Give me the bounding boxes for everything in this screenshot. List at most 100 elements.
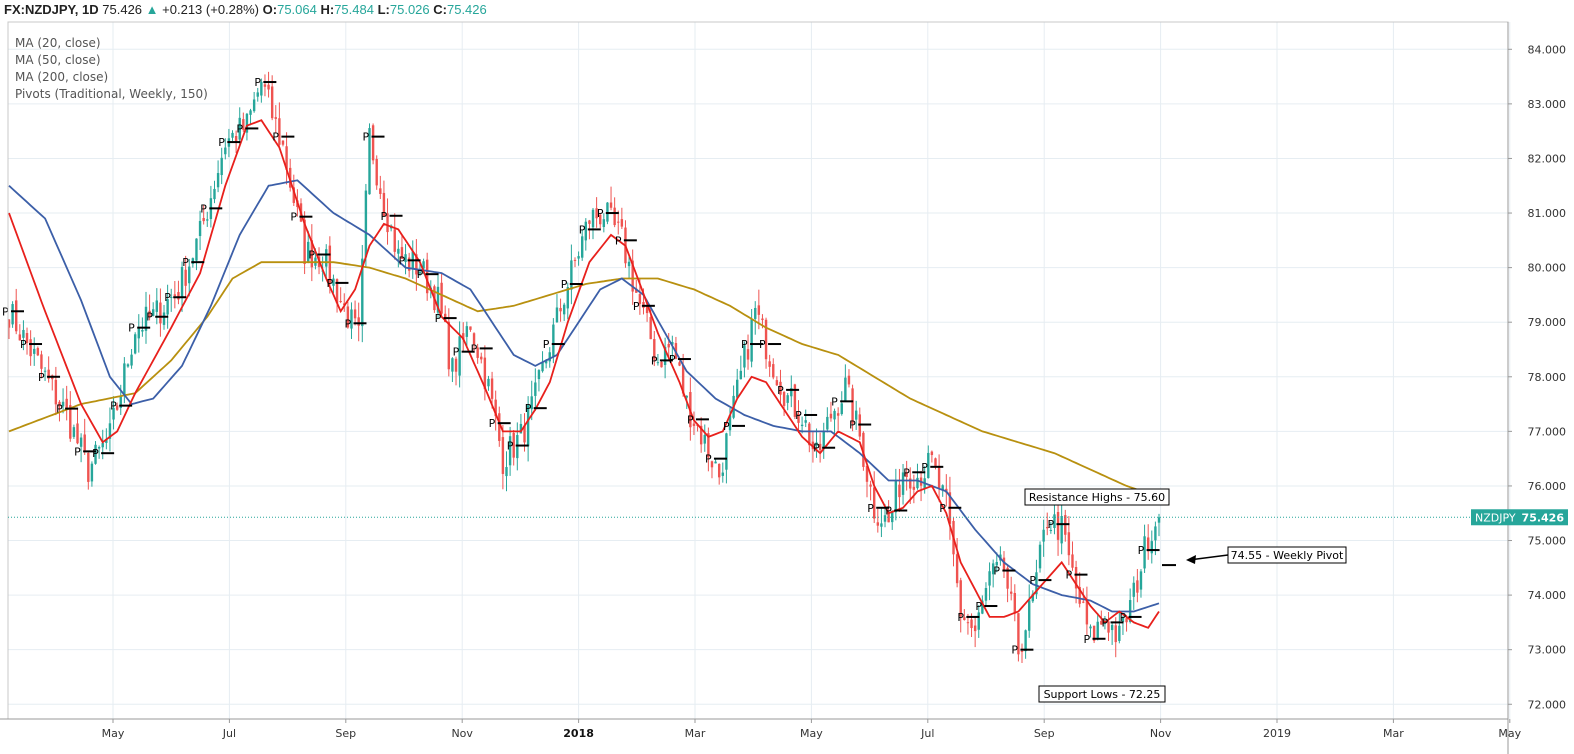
candle-body (1143, 536, 1146, 569)
candle-body (263, 84, 267, 87)
candle-body (793, 384, 797, 417)
candle-body (346, 306, 350, 328)
candle-body (804, 420, 807, 423)
candle-body (815, 442, 818, 446)
candle-body (220, 157, 223, 176)
candle-body (1154, 526, 1157, 541)
candle-body (1067, 532, 1071, 556)
candle-body (29, 339, 32, 357)
candle-body (173, 294, 177, 296)
candle-body (480, 356, 483, 360)
candle-body (599, 214, 602, 225)
candle-body (1121, 617, 1125, 622)
candle-body (566, 287, 569, 309)
candle-body (916, 477, 919, 489)
x-tick-label: Jul (222, 727, 236, 740)
candle-body (617, 221, 620, 223)
pivot-label: P (2, 305, 9, 318)
candle-body (519, 423, 523, 434)
pivot-label: P (885, 505, 892, 518)
candle-body (7, 319, 11, 328)
candle-body (397, 248, 400, 254)
pivot-label: P (128, 322, 135, 335)
pivot-label: P (903, 466, 910, 479)
candle-body (591, 209, 595, 228)
candle-body (988, 571, 991, 586)
chart-grid (8, 22, 1511, 719)
candle-body (865, 465, 869, 482)
candle-body (1024, 630, 1027, 652)
y-tick-label: 72.000 (1528, 698, 1567, 711)
candle-body (526, 405, 530, 447)
candle-body (1136, 580, 1139, 593)
candle-body (462, 333, 465, 340)
candle-body (1049, 529, 1053, 531)
candle-body (790, 388, 793, 397)
candle-body (350, 309, 353, 329)
candle-body (400, 247, 404, 259)
candle-body (508, 436, 512, 466)
candle-body (1107, 621, 1110, 633)
open-value: 75.064 (277, 2, 317, 17)
candle-body (1046, 527, 1049, 529)
pivot-label: P (453, 346, 460, 359)
candle-body (451, 358, 454, 372)
candle-body (613, 207, 616, 226)
candle-body (580, 236, 584, 258)
candle-body (577, 256, 580, 259)
candle-body (76, 423, 79, 444)
candle-body (97, 447, 101, 449)
candle-body (65, 398, 68, 409)
candle-body (22, 329, 25, 338)
candle-body (87, 452, 90, 482)
candle-body (216, 173, 220, 188)
candle-body (707, 433, 710, 458)
candle-body (746, 349, 750, 360)
pivot-label: P (20, 338, 27, 351)
candle-body (909, 478, 912, 489)
candle-body (1056, 512, 1060, 540)
candle-body (836, 413, 840, 416)
candle-body (544, 360, 548, 364)
candle-body (667, 343, 670, 348)
candle-body (184, 269, 187, 286)
candle-body (33, 348, 36, 354)
axes: 72.000 73.000 74.000 75.000 76.000 77.000 78.0… (0, 21, 1568, 754)
x-tick-label: Nov (451, 727, 473, 740)
candle-body (822, 431, 825, 449)
candle-body (717, 463, 721, 478)
candle-body (656, 362, 660, 364)
candle-body (725, 433, 728, 470)
candle-body (840, 403, 843, 415)
candle-body (959, 580, 962, 617)
pivot-label: P (74, 445, 81, 458)
pivot-label: P (471, 342, 478, 355)
candle-body (584, 221, 588, 241)
candle-body (552, 324, 555, 357)
y-tick-label: 74.000 (1528, 589, 1567, 602)
pivot-label: P (921, 461, 928, 474)
candle-body (534, 382, 537, 396)
candle-body (310, 240, 314, 268)
candle-body (1096, 621, 1099, 638)
candle-body (800, 424, 804, 427)
candle-body (328, 245, 332, 284)
candle-body (941, 485, 944, 491)
candle-body (108, 423, 112, 439)
candle-body (213, 188, 216, 200)
ma50-line (8, 179, 1160, 613)
candle-body (447, 321, 451, 370)
candle-body (307, 241, 310, 263)
candle-body (934, 458, 937, 467)
candle-body (743, 345, 746, 368)
candle-body (1114, 625, 1117, 643)
candle-body (36, 348, 40, 356)
pivot-label: P (633, 300, 640, 313)
candle-body (166, 299, 169, 315)
pivot-label: P (308, 249, 315, 262)
candle-body (386, 213, 389, 233)
change-arrow-icon: ▲ (145, 2, 159, 17)
candle-body (343, 303, 346, 305)
pivot-label: P (957, 611, 964, 624)
